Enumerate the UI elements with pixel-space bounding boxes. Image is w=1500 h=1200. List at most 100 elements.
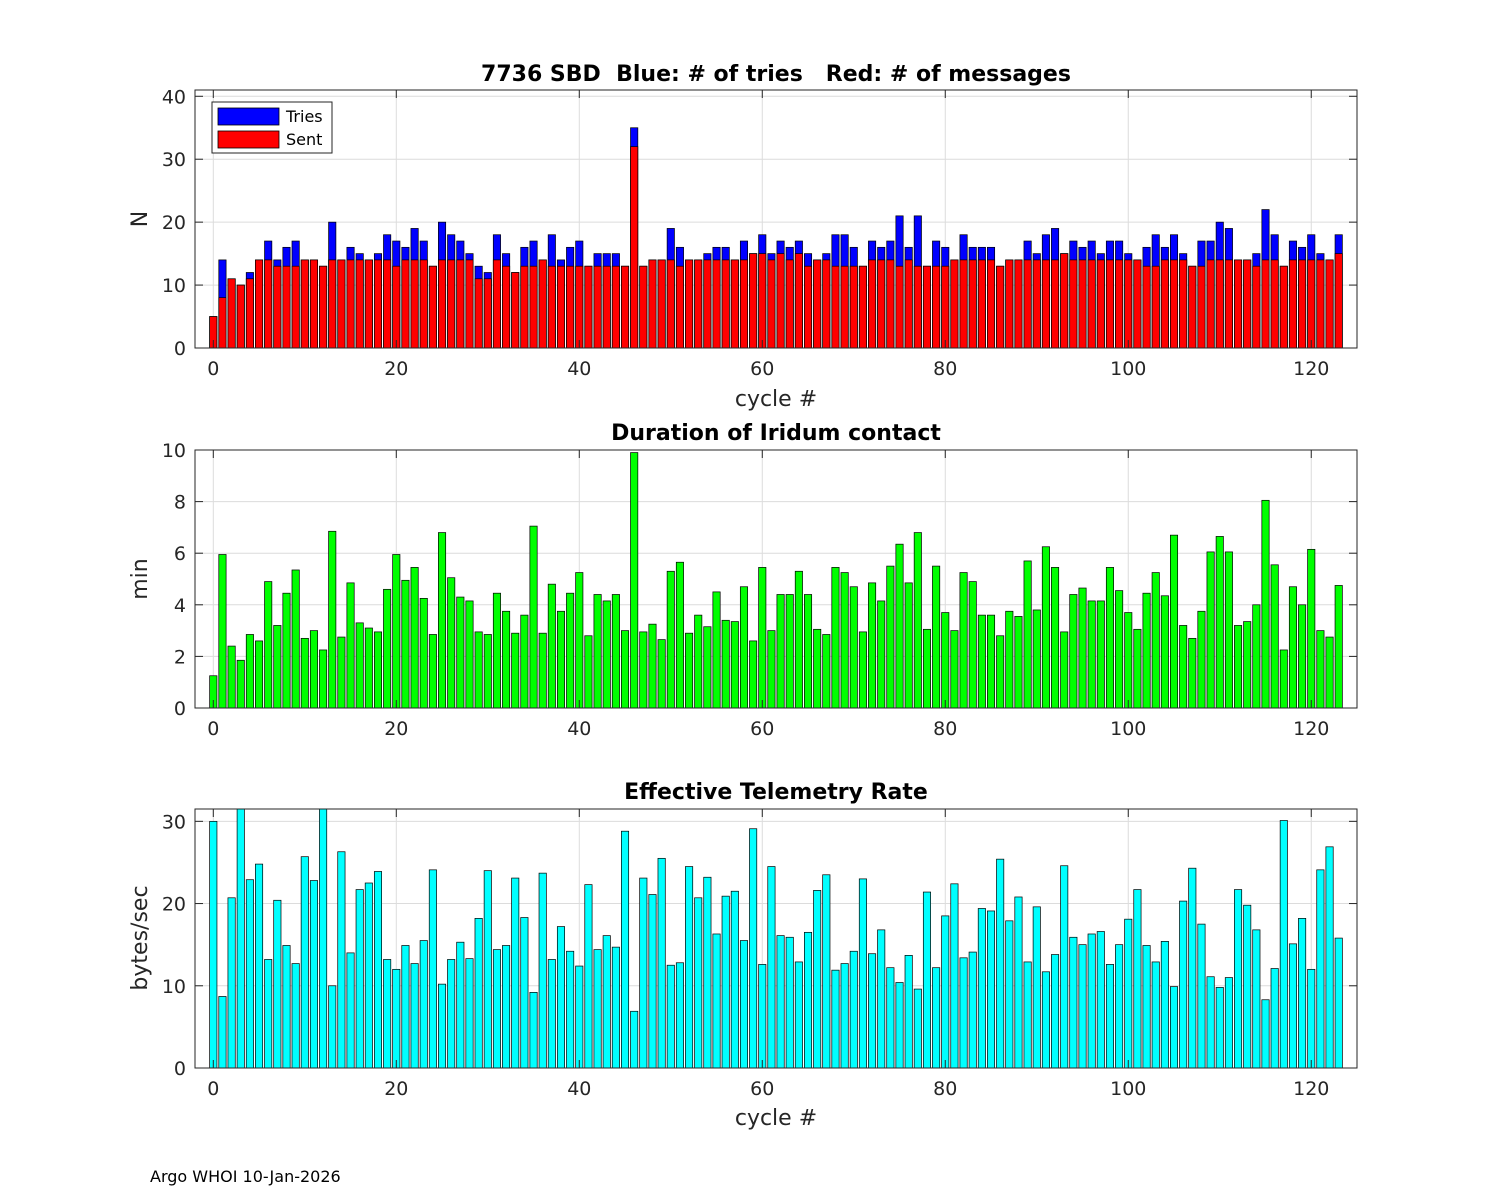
bar-value-cycle-100 (1124, 612, 1133, 709)
bar-value-cycle-28 (465, 600, 474, 709)
bar-sent-cycle-19 (383, 259, 392, 349)
chart-title: Duration of Iridum contact (611, 421, 941, 446)
bar-value-cycle-66 (813, 890, 822, 1069)
bar-value-cycle-3 (236, 808, 245, 1069)
bar-value-cycle-116 (1270, 564, 1279, 709)
bar-sent-cycle-94 (1069, 259, 1078, 349)
bar-value-cycle-28 (465, 958, 474, 1069)
bar-value-cycle-20 (392, 554, 401, 709)
bar-value-cycle-98 (1105, 964, 1114, 1069)
bar-value-cycle-11 (309, 880, 318, 1069)
bar-sent-cycle-73 (877, 259, 886, 349)
bar-value-cycle-21 (401, 945, 410, 1069)
bar-sent-cycle-48 (648, 259, 657, 349)
bar-sent-cycle-118 (1288, 259, 1297, 349)
x-tick-label: 20 (384, 718, 408, 740)
bar-value-cycle-27 (456, 596, 465, 709)
bar-value-cycle-85 (987, 614, 996, 709)
bar-value-cycle-99 (1115, 590, 1124, 709)
bar-value-cycle-106 (1179, 625, 1188, 709)
bar-value-cycle-103 (1151, 572, 1160, 709)
bar-value-cycle-65 (804, 931, 813, 1069)
bar-sent-cycle-86 (996, 265, 1005, 349)
ticks: 0 20 40 60 80 100 120 0 10 20 30 (162, 809, 1357, 1100)
bar-sent-cycle-40 (575, 265, 584, 349)
y-axis-label: N (128, 211, 153, 227)
bar-value-cycle-95 (1078, 587, 1087, 709)
bar-value-cycle-68 (831, 567, 840, 709)
bar-value-cycle-101 (1133, 628, 1142, 709)
bar-sent-cycle-122 (1325, 259, 1334, 349)
bar-value-cycle-34 (520, 917, 529, 1069)
bar-value-cycle-29 (474, 631, 483, 709)
bar-sent-cycle-24 (428, 265, 437, 349)
bar-sent-cycle-117 (1279, 265, 1288, 349)
bar-value-cycle-71 (858, 878, 867, 1069)
bar-value-cycle-36 (538, 632, 547, 709)
bar-sent-cycle-55 (712, 259, 721, 349)
x-tick-label: 40 (567, 1078, 591, 1100)
bar-value-cycle-111 (1224, 551, 1233, 709)
bar-sent-cycle-75 (895, 265, 904, 349)
bar-value-cycle-89 (1023, 560, 1032, 709)
bar-value-cycle-43 (602, 600, 611, 709)
bar-sent-cycle-47 (639, 265, 648, 349)
bar-value-cycle-69 (840, 572, 849, 709)
bar-value-cycle-22 (410, 567, 419, 709)
bar-value-cycle-30 (483, 870, 492, 1069)
bar-value-cycle-108 (1197, 923, 1206, 1069)
bar-value-cycle-112 (1234, 625, 1243, 709)
telemetry-rate-chart: 0 20 40 60 80 100 120 0 10 20 30 Effective Telemet… (128, 780, 1358, 1131)
bar-sent-cycle-102 (1142, 265, 1151, 349)
bar-value-cycle-54 (703, 876, 712, 1069)
bar-value-cycle-75 (895, 982, 904, 1069)
bar-sent-cycle-89 (1023, 259, 1032, 349)
legend-swatch-sent (217, 130, 280, 149)
bar-sent-cycle-123 (1334, 253, 1343, 349)
bar-value-cycle-67 (822, 874, 831, 1069)
bar-value-cycle-85 (987, 910, 996, 1069)
bar-sent-cycle-93 (1060, 253, 1069, 349)
bar-value-cycle-116 (1270, 968, 1279, 1069)
bar-sent-cycle-52 (685, 259, 694, 349)
bar-value-cycle-8 (282, 945, 291, 1069)
x-tick-label: 80 (933, 718, 957, 740)
bar-value-cycle-115 (1261, 499, 1270, 709)
bar-value-cycle-39 (566, 592, 575, 709)
bar-sent-cycle-41 (584, 265, 593, 349)
bar-value-cycle-79 (932, 967, 941, 1069)
legend-label-tries: Tries (285, 107, 323, 126)
bar-value-cycle-48 (648, 623, 657, 709)
bar-value-cycle-80 (941, 915, 950, 1069)
bar-value-cycle-123 (1334, 585, 1343, 709)
bar-value-cycle-64 (794, 570, 803, 709)
bar-value-cycle-86 (996, 858, 1005, 1069)
bar-value-cycle-60 (758, 567, 767, 709)
bar-sent-cycle-59 (749, 253, 758, 349)
bar-value-cycle-13 (328, 985, 337, 1069)
bar-value-cycle-73 (877, 600, 886, 709)
bar-sent-cycle-82 (959, 259, 968, 349)
x-tick-label: 120 (1293, 1078, 1329, 1100)
bar-value-cycle-45 (621, 630, 630, 709)
bar-value-cycle-110 (1215, 536, 1224, 709)
bar-value-cycle-51 (675, 962, 684, 1069)
bar-value-cycle-29 (474, 918, 483, 1069)
y-tick-label: 30 (162, 149, 186, 171)
bar-value-cycle-120 (1307, 968, 1316, 1069)
bar-sent-cycle-101 (1133, 259, 1142, 349)
bar-value-cycle-57 (730, 621, 739, 709)
y-tick-label: 20 (162, 212, 186, 234)
bar-value-cycle-107 (1188, 637, 1197, 709)
bar-value-cycle-83 (968, 951, 977, 1069)
bar-value-cycle-45 (621, 830, 630, 1069)
bar-value-cycle-109 (1206, 551, 1215, 709)
bar-sent-cycle-28 (465, 259, 474, 349)
bar-sent-cycle-29 (474, 278, 483, 349)
bar-value-cycle-59 (749, 640, 758, 709)
bar-value-cycle-122 (1325, 846, 1334, 1069)
bar-sent-cycle-114 (1252, 265, 1261, 349)
bar-value-cycle-66 (813, 628, 822, 709)
bar-value-cycle-19 (383, 959, 392, 1069)
bar-value-cycle-34 (520, 614, 529, 709)
